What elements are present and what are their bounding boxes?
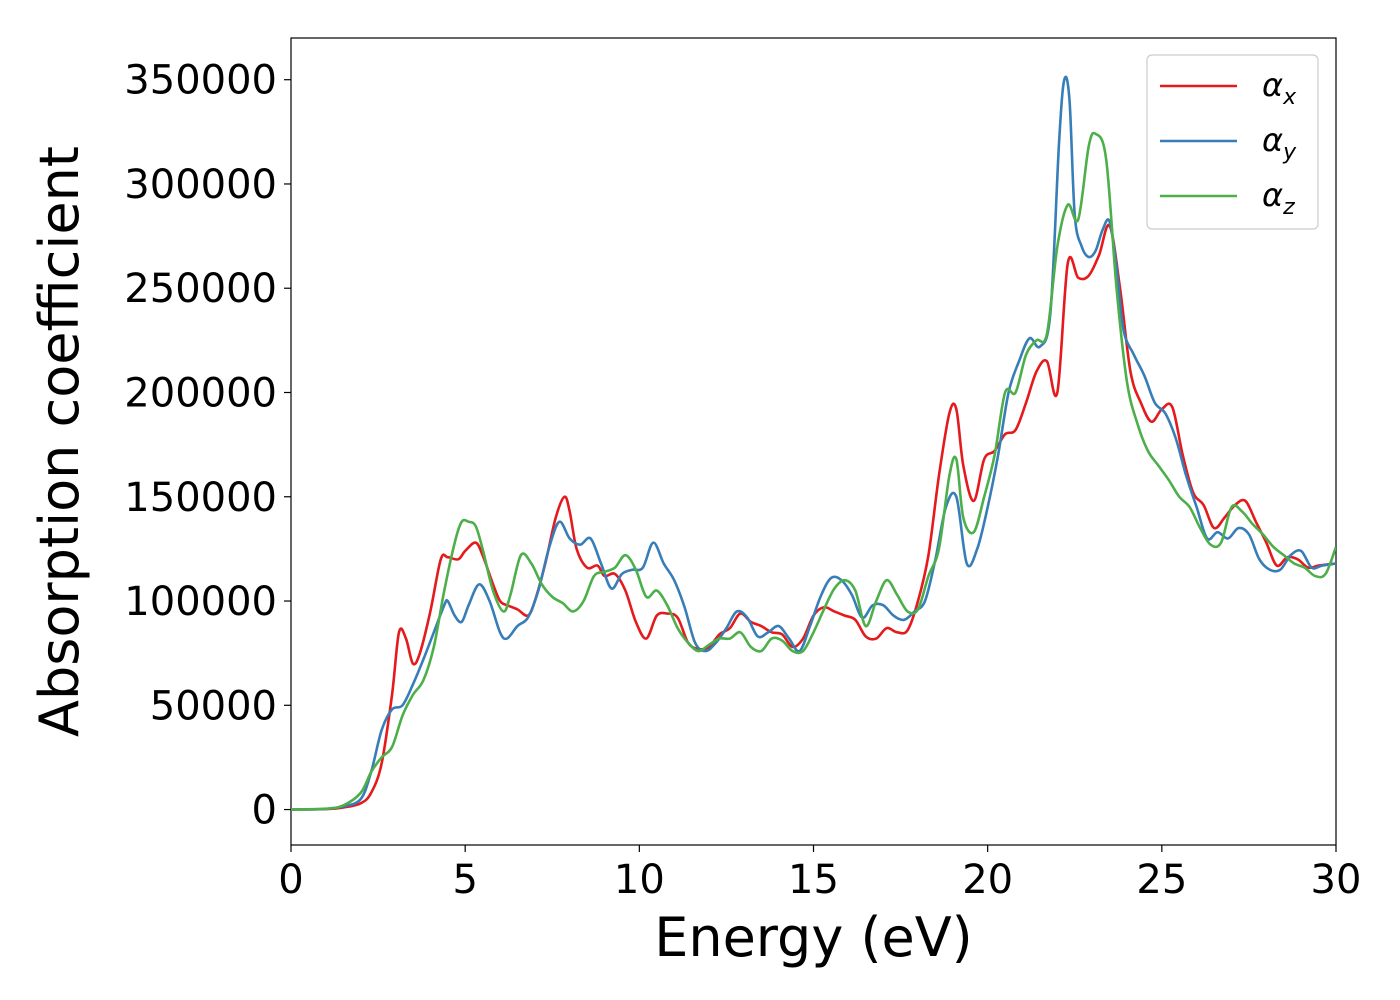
- legend: αx αy αz: [1146, 54, 1319, 230]
- y-tick-label: 50000: [150, 683, 277, 729]
- x-axis: 0 5 10 15 20 25 30: [278, 845, 1361, 903]
- y-tick-label: 0: [252, 788, 277, 834]
- y-tick-label: 200000: [124, 370, 277, 416]
- x-tick-label: 5: [452, 857, 477, 903]
- y-axis: 0 50000 100000 150000 200000 250000 300000 3500…: [124, 58, 291, 834]
- x-axis-label: Energy (eV): [654, 906, 973, 969]
- legend-label-z: αz: [1262, 176, 1295, 220]
- y-tick-label: 150000: [124, 475, 277, 521]
- x-tick-label: 15: [788, 857, 839, 903]
- y-tick-label: 100000: [124, 579, 277, 625]
- x-tick-label: 20: [962, 857, 1013, 903]
- x-tick-label: 30: [1311, 857, 1362, 903]
- legend-label-y: αy: [1262, 121, 1297, 165]
- x-tick-label: 25: [1136, 857, 1187, 903]
- x-tick-label: 10: [614, 857, 665, 903]
- series-line-y: [291, 75, 1336, 811]
- y-tick-label: 300000: [124, 162, 277, 208]
- y-tick-label: 350000: [124, 58, 277, 104]
- series-lines: [291, 75, 1336, 811]
- y-axis-label: Absorption coefficient: [28, 146, 91, 737]
- x-tick-label: 0: [278, 857, 303, 903]
- series-line-z: [291, 131, 1336, 811]
- legend-label-x: αx: [1262, 66, 1297, 110]
- legend-items: αx αy αz: [1160, 66, 1297, 220]
- y-tick-label: 250000: [124, 266, 277, 312]
